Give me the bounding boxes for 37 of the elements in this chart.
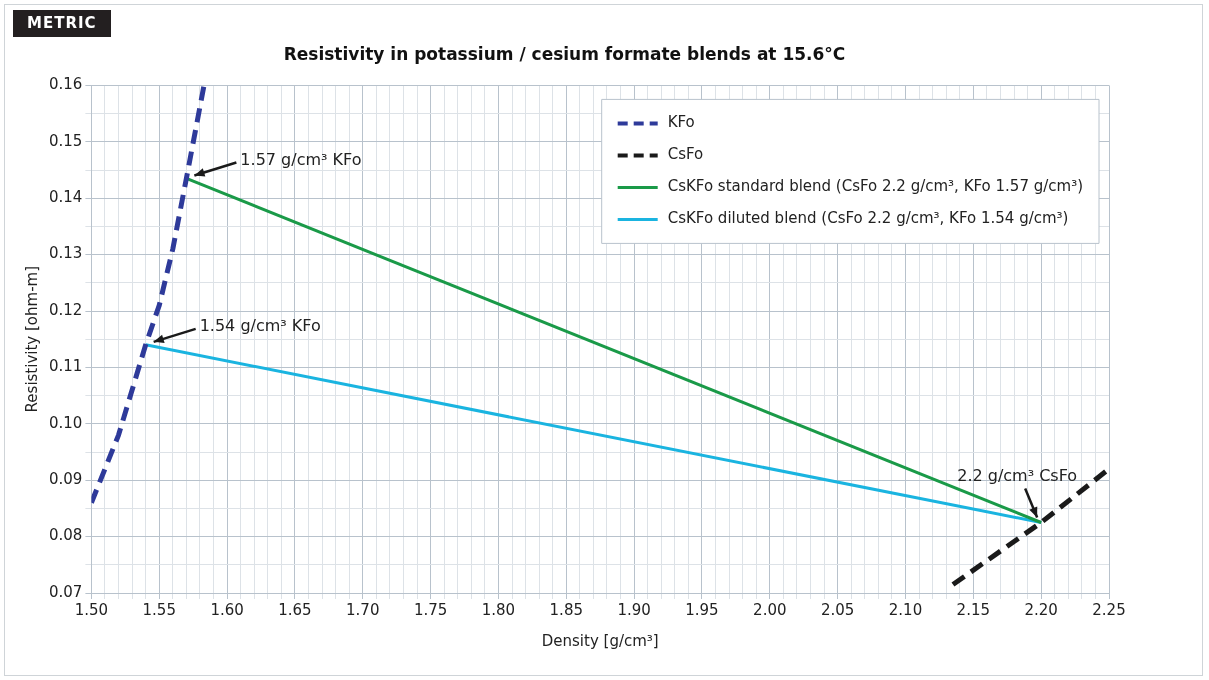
x-tick-label: 2.15 xyxy=(956,600,991,619)
x-axis-title: Density [g/cm³] xyxy=(541,631,659,650)
x-tick-label: 2.25 xyxy=(1092,600,1126,619)
legend-label: KFo xyxy=(667,113,695,132)
y-tick-label: 0.16 xyxy=(48,75,83,94)
x-tick-label: 1.85 xyxy=(549,600,583,619)
y-tick-label: 0.13 xyxy=(48,244,83,263)
x-tick-label: 1.90 xyxy=(617,600,651,619)
legend-label: CsKFo standard blend (CsFo 2.2 g/cm³, KFo 1.57 g/cm³) xyxy=(667,177,1084,196)
x-tick-label: 1.95 xyxy=(685,600,719,619)
x-tick-label: 1.60 xyxy=(210,600,244,619)
y-axis-title: Resistivity [ohm-m] xyxy=(22,265,41,413)
x-tick-label: 2.10 xyxy=(888,600,923,619)
y-tick-label: 0.07 xyxy=(48,582,83,601)
legend-label: CsFo xyxy=(667,145,704,164)
x-tick-label: 1.80 xyxy=(481,600,516,619)
annotation: 2.2 g/cm³ CsFo xyxy=(957,465,1078,485)
x-tick-label: 2.05 xyxy=(820,600,855,619)
x-tick-label: 1.55 xyxy=(142,600,176,619)
x-tick-label: 1.70 xyxy=(346,600,380,619)
x-tick-label: 1.50 xyxy=(74,600,109,619)
x-tick-label: 1.75 xyxy=(413,600,448,619)
y-tick-label: 0.15 xyxy=(48,131,83,150)
legend-label: CsKFo diluted blend (CsFo 2.2 g/cm³, KFo 1.54 g/cm³) xyxy=(667,209,1069,228)
y-tick-label: 0.11 xyxy=(48,357,83,376)
y-tick-label: 0.10 xyxy=(48,413,83,432)
annotation: 1.57 g/cm³ KFo xyxy=(240,149,362,169)
chart-title: Resistivity in potassium / cesium formate blends at 15.6°C xyxy=(283,43,846,64)
text: METRIC xyxy=(13,10,111,37)
y-tick-label: 0.09 xyxy=(48,470,83,489)
x-tick-label: 1.65 xyxy=(278,600,312,619)
annotation: 1.54 g/cm³ KFo xyxy=(199,316,321,335)
y-tick-label: 0.12 xyxy=(48,300,83,319)
y-tick-label: 0.14 xyxy=(48,188,83,207)
x-tick-label: 2.00 xyxy=(753,600,787,619)
y-tick-label: 0.08 xyxy=(48,526,83,545)
x-tick-label: 2.20 xyxy=(1024,600,1058,619)
